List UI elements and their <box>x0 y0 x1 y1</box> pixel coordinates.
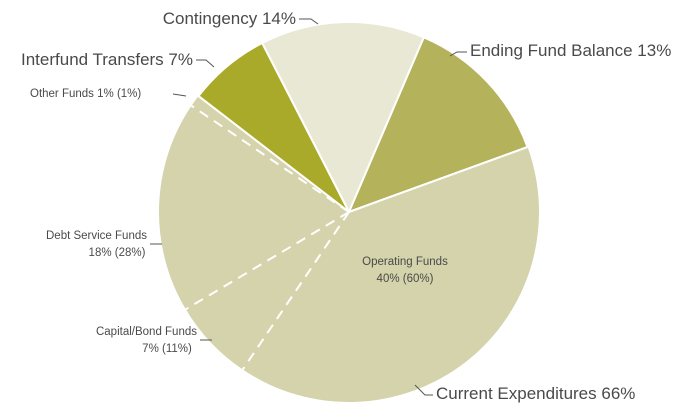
sub-label-name: Operating Funds <box>362 256 448 268</box>
leader-line <box>414 384 433 396</box>
slice-label: Current Expenditures 66% <box>436 384 635 403</box>
slice-value: 14% <box>262 9 296 28</box>
slice-name: Current Expenditures <box>436 384 597 403</box>
sub-divider <box>185 211 350 311</box>
slice-label: Contingency 14% <box>163 9 296 28</box>
slice-edge <box>348 146 528 213</box>
sub-slice <box>242 147 540 403</box>
sub-label: Other Funds 1% (1%) <box>30 88 141 100</box>
sub-divider <box>190 104 350 213</box>
pie-slice <box>260 21 426 215</box>
leader-line <box>449 51 467 57</box>
slice-value: 7% <box>168 50 193 69</box>
pie-slice <box>347 36 529 214</box>
leader-line <box>172 93 187 97</box>
slice-name: Interfund Transfers <box>21 50 164 69</box>
sub-label-name: Capital/Bond Funds <box>96 326 197 338</box>
sub-label-value: 1% (1%) <box>97 88 141 100</box>
slice-label: Interfund Transfers 7% <box>21 50 193 69</box>
slice-value: 13% <box>637 41 671 60</box>
sub-label-value: 18% (28%) <box>89 247 146 259</box>
leader-line <box>299 18 319 25</box>
slice-value: 66% <box>601 384 635 403</box>
sub-slice <box>158 105 349 310</box>
leader-line <box>196 59 215 68</box>
slice-name: Contingency <box>163 9 258 28</box>
sub-label-value: 7% (11%) <box>142 343 192 355</box>
sub-divider <box>241 211 350 371</box>
sub-slice <box>185 212 349 370</box>
sub-slice <box>191 96 349 212</box>
sub-label-name: Debt Service Funds <box>46 230 147 242</box>
slice-name: Ending Fund Balance <box>470 41 633 60</box>
slice-label: Ending Fund Balance 13% <box>470 41 671 60</box>
slice-edge <box>197 95 350 213</box>
sub-label-name: Other Funds <box>30 88 94 100</box>
sub-label-value: 40% (60%) <box>377 273 434 285</box>
